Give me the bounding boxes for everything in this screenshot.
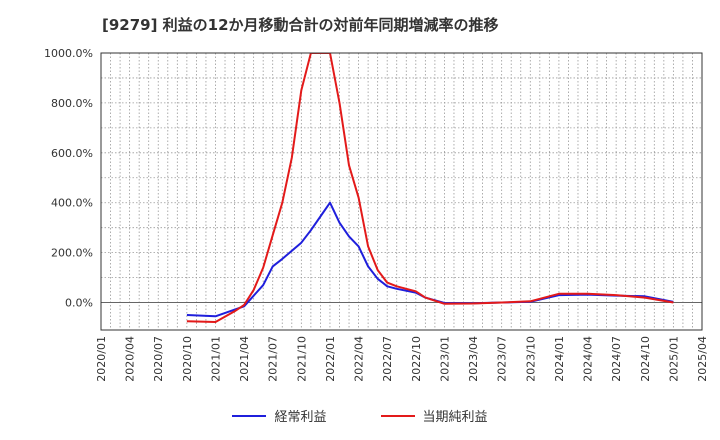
x-tick-label: 2024/10 [639, 336, 652, 382]
y-tick-label: 0.0% [65, 297, 93, 310]
x-tick-label: 2021/10 [295, 336, 308, 382]
x-tick-label: 2023/10 [524, 336, 537, 382]
legend-swatch-keijo [232, 414, 267, 417]
x-tick-label: 2023/07 [496, 336, 509, 382]
x-tick-label: 2020/01 [95, 336, 108, 382]
x-tick-label: 2024/04 [582, 336, 595, 382]
y-tick-label: 1000.0% [44, 47, 93, 60]
x-tick-label: 2022/01 [324, 336, 337, 382]
x-tick-label: 2022/04 [353, 336, 366, 382]
x-tick-label: 2022/10 [410, 336, 423, 382]
x-tick-label: 2023/04 [467, 336, 480, 382]
chart-title: [9279] 利益の12か月移動合計の対前年同期増減率の推移 [102, 16, 499, 34]
x-tick-label: 2025/04 [696, 336, 709, 382]
plot-frame [100, 52, 703, 331]
x-tick-label: 2024/01 [553, 336, 566, 382]
x-tick-label: 2023/01 [438, 336, 451, 382]
x-tick-label: 2020/10 [181, 336, 194, 382]
y-tick-label: 400.0% [51, 197, 93, 210]
chart-legend: 経常利益 当期純利益 [0, 406, 720, 425]
y-tick-label: 600.0% [51, 147, 93, 160]
legend-label-keijo: 経常利益 [274, 410, 327, 425]
x-tick-label: 2021/01 [209, 336, 222, 382]
x-tick-label: 2021/04 [238, 336, 251, 382]
legend-swatch-junrieki [380, 414, 415, 417]
x-tick-label: 2025/01 [667, 336, 680, 382]
y-tick-label: 200.0% [51, 247, 93, 260]
y-tick-label: 800.0% [51, 97, 93, 110]
legend-label-junrieki: 当期純利益 [422, 410, 488, 425]
x-tick-label: 2024/07 [610, 336, 623, 382]
x-tick-label: 2020/04 [124, 336, 137, 382]
x-tick-label: 2022/07 [381, 336, 394, 382]
legend-item-keijo: 経常利益 [232, 406, 327, 425]
x-tick-label: 2020/07 [152, 336, 165, 382]
x-tick-label: 2021/07 [267, 336, 280, 382]
series-line-junrieki [186, 53, 674, 323]
legend-item-junrieki: 当期純利益 [380, 406, 488, 425]
plot-area [101, 53, 702, 330]
